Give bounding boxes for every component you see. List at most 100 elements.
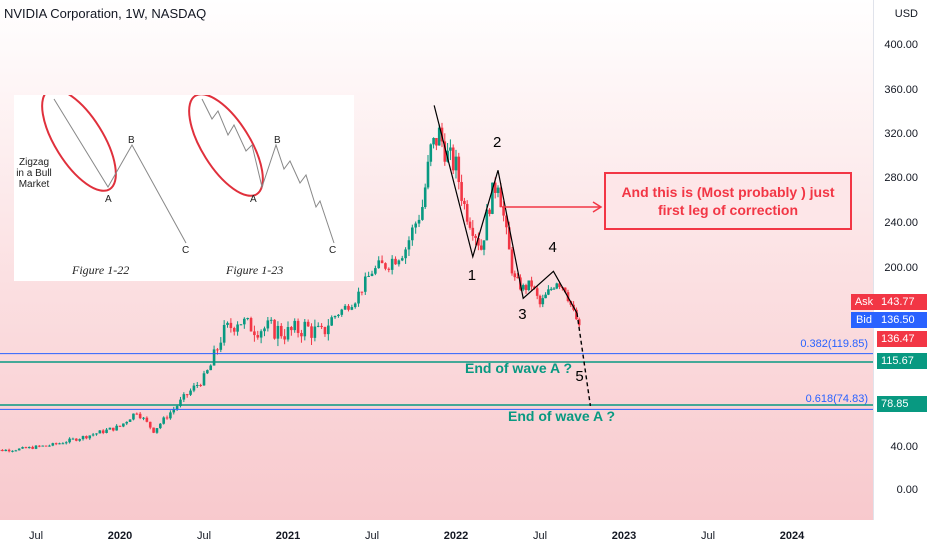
candle-body [27, 446, 31, 449]
candle-body [212, 349, 216, 366]
end-of-wave-a-label-lower: End of wave A ? [508, 408, 616, 424]
candle-body [182, 394, 186, 400]
candle-body [513, 273, 517, 278]
candle-body [279, 325, 283, 337]
y-tick-label: 400.00 [884, 39, 918, 51]
candle-body [432, 137, 435, 145]
candle-body [499, 187, 503, 208]
candle-body [98, 430, 102, 434]
candle-body [443, 141, 447, 162]
candle-body [229, 322, 233, 329]
candle-body [555, 283, 559, 289]
candle-body [78, 439, 81, 441]
candle-body [148, 421, 152, 428]
candle-body [320, 325, 323, 328]
candle-body [538, 295, 542, 305]
candle-body [125, 421, 129, 424]
candle-body [145, 417, 149, 422]
candle-body [357, 291, 360, 304]
x-tick-label: Jul [532, 530, 548, 542]
currency-label: USD [894, 8, 918, 20]
candle-body [397, 260, 401, 265]
candle-body [384, 263, 387, 269]
candle-body [350, 307, 354, 310]
bid-label: Bid [851, 312, 877, 328]
candle-body [552, 288, 556, 290]
candle-body [435, 137, 438, 146]
candle-body [48, 445, 51, 447]
candle-body [64, 442, 68, 444]
candle-body [535, 288, 539, 296]
candle-body [521, 285, 525, 290]
inset-point-c2: C [329, 245, 337, 256]
candle-body [283, 336, 286, 340]
candle-body [437, 127, 441, 146]
zigzag-line-1 [53, 98, 187, 244]
candle-body [138, 413, 142, 419]
candle-body [192, 385, 196, 391]
candle-body [142, 417, 145, 419]
candle-body [256, 335, 260, 338]
inset-figure-1-caption: Figure 1-22 [72, 263, 130, 277]
inset-point-a1: A [105, 194, 112, 205]
candle-body [243, 318, 246, 325]
x-tick-label: 2020 [107, 530, 133, 542]
fib-level-label: 0.382(119.85) [800, 337, 868, 350]
candle-body [404, 249, 407, 259]
fib-level-label: 0.618(74.83) [805, 393, 868, 406]
inset-ellipse-2 [188, 93, 264, 197]
candle-body [81, 436, 85, 440]
candle-body [460, 182, 463, 201]
candle-body [24, 447, 28, 449]
zigzag-line-2 [201, 98, 335, 244]
candle-body [337, 314, 340, 317]
candle-body [175, 406, 179, 410]
callout-text: And this is (Most probably ) just first … [621, 184, 835, 218]
candle-body [510, 249, 514, 274]
candle-body [34, 445, 38, 449]
candle-body [239, 324, 243, 326]
candle-body [477, 237, 480, 246]
price-tag-bid: 136.50 [877, 312, 927, 328]
candle-body [491, 182, 494, 214]
candle-body [14, 450, 18, 452]
candle-body [152, 427, 155, 433]
candle-body [115, 425, 118, 431]
candle-body [330, 317, 333, 326]
candle-body [7, 449, 11, 452]
candle-body [374, 268, 377, 274]
candle-body [496, 187, 500, 193]
candle-body [400, 258, 404, 261]
candle-body [236, 324, 239, 332]
candle-body [293, 320, 297, 331]
candle-body [533, 286, 536, 289]
candle-body [162, 417, 165, 424]
ask-label: Ask [851, 294, 877, 310]
candle-body [58, 443, 61, 445]
candle-body [471, 227, 475, 236]
candle-body [367, 275, 370, 277]
candle-body [111, 427, 115, 431]
candle-body [390, 258, 394, 270]
candle-body [457, 156, 461, 183]
candle-body [169, 412, 172, 419]
elliott-wave-line [433, 105, 578, 314]
candle-body [101, 430, 105, 433]
candle-body [246, 318, 249, 320]
candle-body [4, 449, 8, 452]
candle-body [541, 298, 545, 305]
price-tag-fib382: 115.67 [877, 353, 927, 369]
candle-body [360, 291, 364, 293]
candle-body [547, 289, 550, 295]
candle-body [411, 227, 414, 241]
candle-body [105, 429, 108, 433]
candle-body [507, 227, 511, 250]
x-tick-label: 2023 [611, 530, 637, 542]
candle-body [296, 320, 300, 333]
x-tick-label: Jul [700, 530, 716, 542]
candle-body [343, 305, 347, 310]
candle-body [429, 144, 433, 162]
zigzag-caption: Zigzag in a Bull Market [16, 157, 52, 190]
candle-body [549, 288, 553, 290]
